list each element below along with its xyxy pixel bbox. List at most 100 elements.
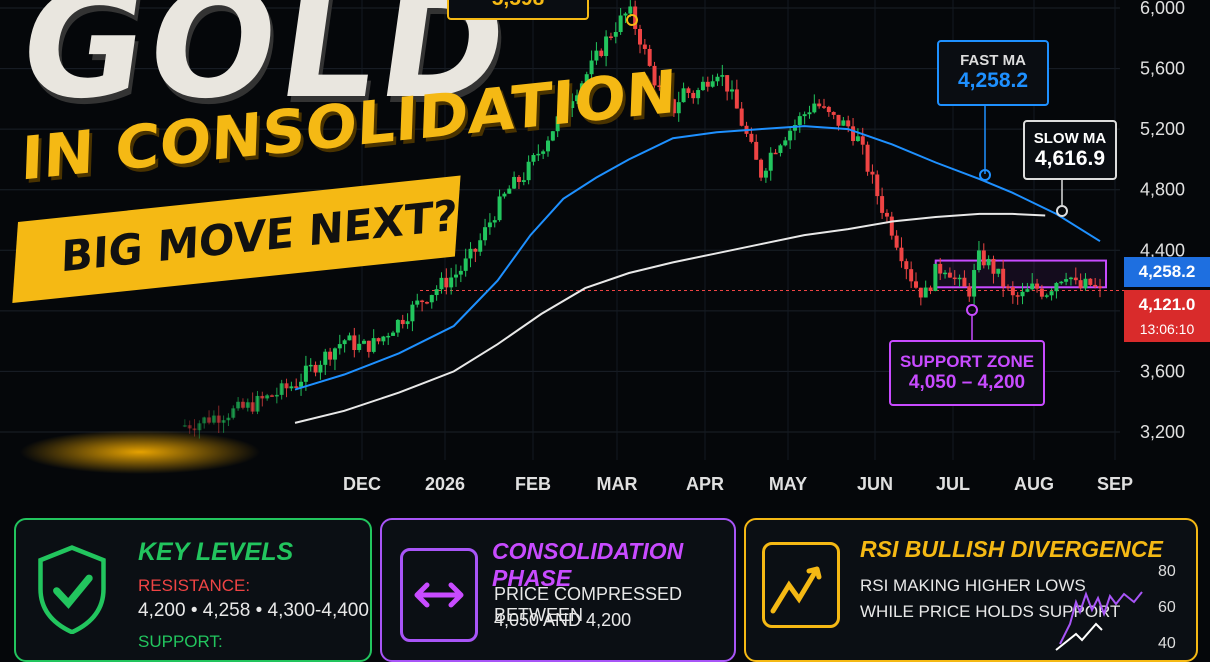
slow-ma-line bbox=[294, 212, 1046, 424]
candle-body bbox=[1039, 288, 1044, 297]
candle-body bbox=[846, 120, 851, 127]
candle-body bbox=[909, 269, 914, 282]
candle-body bbox=[270, 395, 274, 397]
peak-marker bbox=[626, 14, 638, 26]
candle-body bbox=[720, 75, 725, 77]
candle-body bbox=[696, 90, 701, 99]
candle-body bbox=[841, 120, 846, 126]
candle-body bbox=[202, 417, 207, 424]
candle-body bbox=[265, 395, 270, 399]
candle-body bbox=[938, 263, 943, 274]
candlesticks bbox=[182, 0, 1102, 439]
time-tick-label: SEP bbox=[1097, 474, 1133, 494]
candle-body bbox=[497, 196, 502, 221]
candle-body bbox=[889, 216, 894, 236]
candle-body bbox=[575, 95, 580, 102]
rsi-tick-80: 80 bbox=[1158, 563, 1176, 580]
candle-body bbox=[357, 343, 362, 351]
candle-body bbox=[332, 348, 337, 360]
candle-body bbox=[676, 102, 681, 114]
slow-ma-marker bbox=[1056, 205, 1068, 217]
candle-body bbox=[700, 81, 705, 91]
candle-body bbox=[507, 188, 512, 194]
candle-body bbox=[807, 112, 812, 115]
candle-body bbox=[240, 401, 245, 408]
candle-body bbox=[1025, 289, 1030, 292]
time-axis-ticks: DEC 2026 FEB MAR APR MAY JUN JUL AUG SEP bbox=[343, 474, 1133, 494]
candle-body bbox=[1035, 283, 1040, 289]
candle-body bbox=[652, 65, 657, 86]
candle-body bbox=[991, 258, 996, 274]
candle-body bbox=[589, 60, 594, 75]
rsi-tick-40: 40 bbox=[1158, 635, 1176, 652]
candle-body bbox=[914, 281, 918, 288]
candle-body bbox=[623, 13, 628, 16]
candle-body bbox=[759, 159, 764, 178]
candle-body bbox=[836, 114, 841, 126]
support-zone-value: 4,050 – 4,200 bbox=[908, 372, 1026, 393]
candle-body bbox=[405, 321, 410, 325]
candle-body bbox=[381, 336, 386, 342]
candle-body bbox=[1030, 283, 1035, 290]
candle-body bbox=[328, 351, 333, 360]
candle-body bbox=[323, 351, 328, 365]
candle-body bbox=[308, 364, 313, 367]
candle-body bbox=[284, 383, 289, 389]
resistance-label: RESISTANCE: bbox=[138, 576, 251, 595]
candle-body bbox=[851, 126, 856, 142]
candle-body bbox=[812, 103, 817, 113]
candle-body bbox=[904, 261, 909, 270]
support-zone-callout: SUPPORT ZONE 4,050 – 4,200 bbox=[889, 340, 1045, 406]
candle-body bbox=[1073, 277, 1078, 281]
candle-body bbox=[303, 365, 308, 382]
candle-body bbox=[894, 235, 899, 248]
support-marker bbox=[966, 304, 978, 316]
candle-body bbox=[415, 300, 420, 305]
candle-body bbox=[449, 277, 454, 288]
candle-body bbox=[289, 386, 294, 389]
candle-body bbox=[739, 108, 744, 126]
candle-body bbox=[410, 304, 415, 322]
candle-body bbox=[579, 83, 584, 96]
fast-ma-callout: FAST MA 4,258.2 bbox=[937, 40, 1049, 106]
candle-body bbox=[972, 270, 977, 297]
candle-body bbox=[933, 263, 938, 291]
candle-body bbox=[458, 270, 463, 275]
candle-body bbox=[483, 227, 488, 241]
candle-body bbox=[366, 340, 371, 352]
candle-countdown: 13:06:10 bbox=[1124, 316, 1210, 342]
candle-body bbox=[802, 114, 807, 117]
candle-body bbox=[531, 155, 536, 162]
candle-body bbox=[216, 415, 221, 423]
candle-body bbox=[294, 386, 299, 388]
fast-ma-line bbox=[294, 125, 1101, 391]
time-tick-label: MAY bbox=[769, 474, 807, 494]
candle-body bbox=[768, 152, 773, 171]
time-tick-label: JUL bbox=[936, 474, 970, 494]
candle-body bbox=[478, 240, 483, 252]
candle-body bbox=[221, 420, 226, 423]
candle-body bbox=[763, 170, 768, 178]
candle-body bbox=[1044, 295, 1049, 297]
time-tick-label: APR bbox=[686, 474, 724, 494]
candle-body bbox=[362, 340, 366, 344]
candle-body bbox=[1006, 286, 1010, 289]
candle-body bbox=[734, 89, 739, 109]
price-tick-label: 4,800 bbox=[1140, 180, 1185, 200]
slow-ma-callout: SLOW MA 4,616.9 bbox=[1023, 120, 1117, 180]
candle-body bbox=[773, 152, 778, 155]
candle-body bbox=[831, 112, 836, 115]
candle-body bbox=[279, 383, 284, 395]
candle-body bbox=[454, 274, 458, 278]
candle-body bbox=[521, 180, 526, 182]
rsi-mini-chart: 80 60 40 bbox=[1055, 563, 1176, 652]
price-tick-label: 5,600 bbox=[1140, 59, 1185, 79]
fast-ma-value: 4,258.2 bbox=[957, 69, 1029, 92]
candle-body bbox=[923, 287, 928, 298]
candle-body bbox=[492, 220, 497, 223]
rsi-line-1: RSI MAKING HIGHER LOWS bbox=[860, 576, 1086, 595]
candle-body bbox=[594, 50, 599, 61]
candle-body bbox=[754, 141, 759, 160]
trend-icon-box bbox=[762, 542, 840, 628]
candle-body bbox=[1068, 277, 1073, 280]
